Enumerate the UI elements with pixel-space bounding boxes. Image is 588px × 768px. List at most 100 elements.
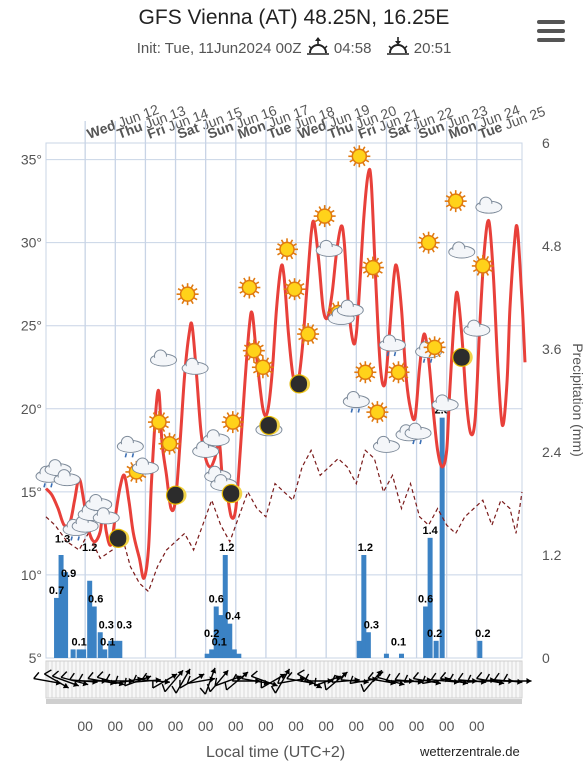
sun-disc <box>286 281 303 297</box>
brand-label: wetterzentrale.de <box>420 744 520 759</box>
barb-flag <box>367 671 374 680</box>
sun-icon <box>366 401 389 424</box>
barb-flag <box>241 671 248 680</box>
rain-drop <box>50 483 53 488</box>
wind-barb <box>214 675 242 687</box>
rain-drop <box>393 351 397 357</box>
precip-bar <box>204 653 210 658</box>
sun-disc <box>475 258 491 274</box>
precip-bar <box>58 555 64 658</box>
barb-flag <box>304 673 310 682</box>
hour-label: 00 <box>349 718 365 734</box>
precip-axis-label: Precipitation (mm) <box>570 343 586 457</box>
precip-bar <box>423 606 429 658</box>
barb-flag <box>33 671 40 680</box>
barb-flag <box>179 679 181 689</box>
wind-barb <box>199 667 217 695</box>
rain-drop <box>419 439 422 445</box>
day-name: Fri <box>356 119 382 141</box>
precip-bar <box>218 615 224 658</box>
moon-icon <box>108 528 130 548</box>
rain-drop <box>350 408 354 413</box>
rain-drop <box>70 536 73 541</box>
barb-flag <box>412 671 420 680</box>
sun-icon <box>361 256 384 279</box>
precip-tick-label: 6 <box>542 135 550 151</box>
cloud-icon <box>448 241 476 259</box>
cloud-fill <box>476 203 501 213</box>
hour-label: 00 <box>108 718 124 734</box>
barb-flag <box>96 671 104 678</box>
barb-arrow <box>198 673 205 680</box>
precip-tick-label: 0 <box>542 650 550 666</box>
barb-flag <box>171 685 177 694</box>
temp-tick-label: 25° <box>21 318 42 334</box>
wind-barb <box>51 670 79 687</box>
menu-icon[interactable] <box>537 20 565 42</box>
barb-flag <box>385 673 391 682</box>
sun-icon <box>297 323 320 346</box>
barb-arrow <box>171 673 178 680</box>
cloud-icon <box>315 239 343 257</box>
precip-label: 0.6 <box>209 594 224 606</box>
barb-flag <box>114 675 119 684</box>
precip-bar <box>81 649 87 658</box>
precip-bar <box>222 555 228 658</box>
wind-barb <box>502 673 532 684</box>
sun-disc <box>351 148 368 165</box>
barb-arrow <box>517 678 523 685</box>
moon-crescent <box>463 348 473 367</box>
moon-crescent <box>301 374 311 393</box>
sun-disc <box>426 339 443 356</box>
cloud-fill <box>73 522 98 532</box>
barb-flag <box>87 671 94 680</box>
barb-flag <box>394 672 401 681</box>
cloud-icon <box>475 196 503 214</box>
barb-arrow <box>184 668 191 675</box>
rain-drop <box>412 439 415 445</box>
precip-bar <box>54 597 60 658</box>
rain-drop <box>131 453 135 458</box>
barb-arrow <box>235 675 242 681</box>
barb-flag <box>105 673 111 682</box>
barb-arrow <box>145 675 152 681</box>
cloud-icon <box>192 440 220 458</box>
cloud-fill <box>464 326 489 336</box>
sun-disc <box>225 414 241 430</box>
cloud-icon <box>131 457 159 475</box>
rain-drop <box>386 351 390 357</box>
cloud-icon <box>336 299 364 317</box>
hour-label: 00 <box>409 718 425 734</box>
precip-bar <box>365 632 371 658</box>
barb-flag <box>124 677 127 686</box>
cloud-rain-icon <box>342 391 370 413</box>
precip-bar <box>213 606 219 658</box>
cloud-fill <box>151 356 176 366</box>
barb-flag <box>214 677 218 686</box>
hour-label: 00 <box>198 718 214 734</box>
barb-flag <box>199 687 206 695</box>
cloud-icon <box>372 435 400 453</box>
hour-label: 00 <box>138 718 154 734</box>
barb-flag <box>44 669 52 675</box>
sunset-time: 20:51 <box>413 40 452 57</box>
scroll-track <box>46 699 522 704</box>
cloud-fill <box>380 341 405 351</box>
cloud-icon <box>92 507 120 525</box>
cloud-fill <box>338 306 363 316</box>
sun-icon <box>283 278 306 301</box>
moon-icon <box>452 347 473 367</box>
precip-bar <box>356 640 362 658</box>
barb-flag <box>466 674 472 683</box>
sun-disc <box>179 286 196 302</box>
barb-flag <box>331 674 336 683</box>
cloud-icon <box>327 307 355 325</box>
barb-flag <box>286 671 293 680</box>
precip-bar <box>231 649 237 658</box>
precip-bar <box>87 580 93 658</box>
sun-icon <box>158 432 181 455</box>
barb-flag <box>78 673 84 682</box>
hour-label: 00 <box>379 718 395 734</box>
cloud-fill <box>449 248 474 258</box>
cloud-fill <box>329 314 354 324</box>
